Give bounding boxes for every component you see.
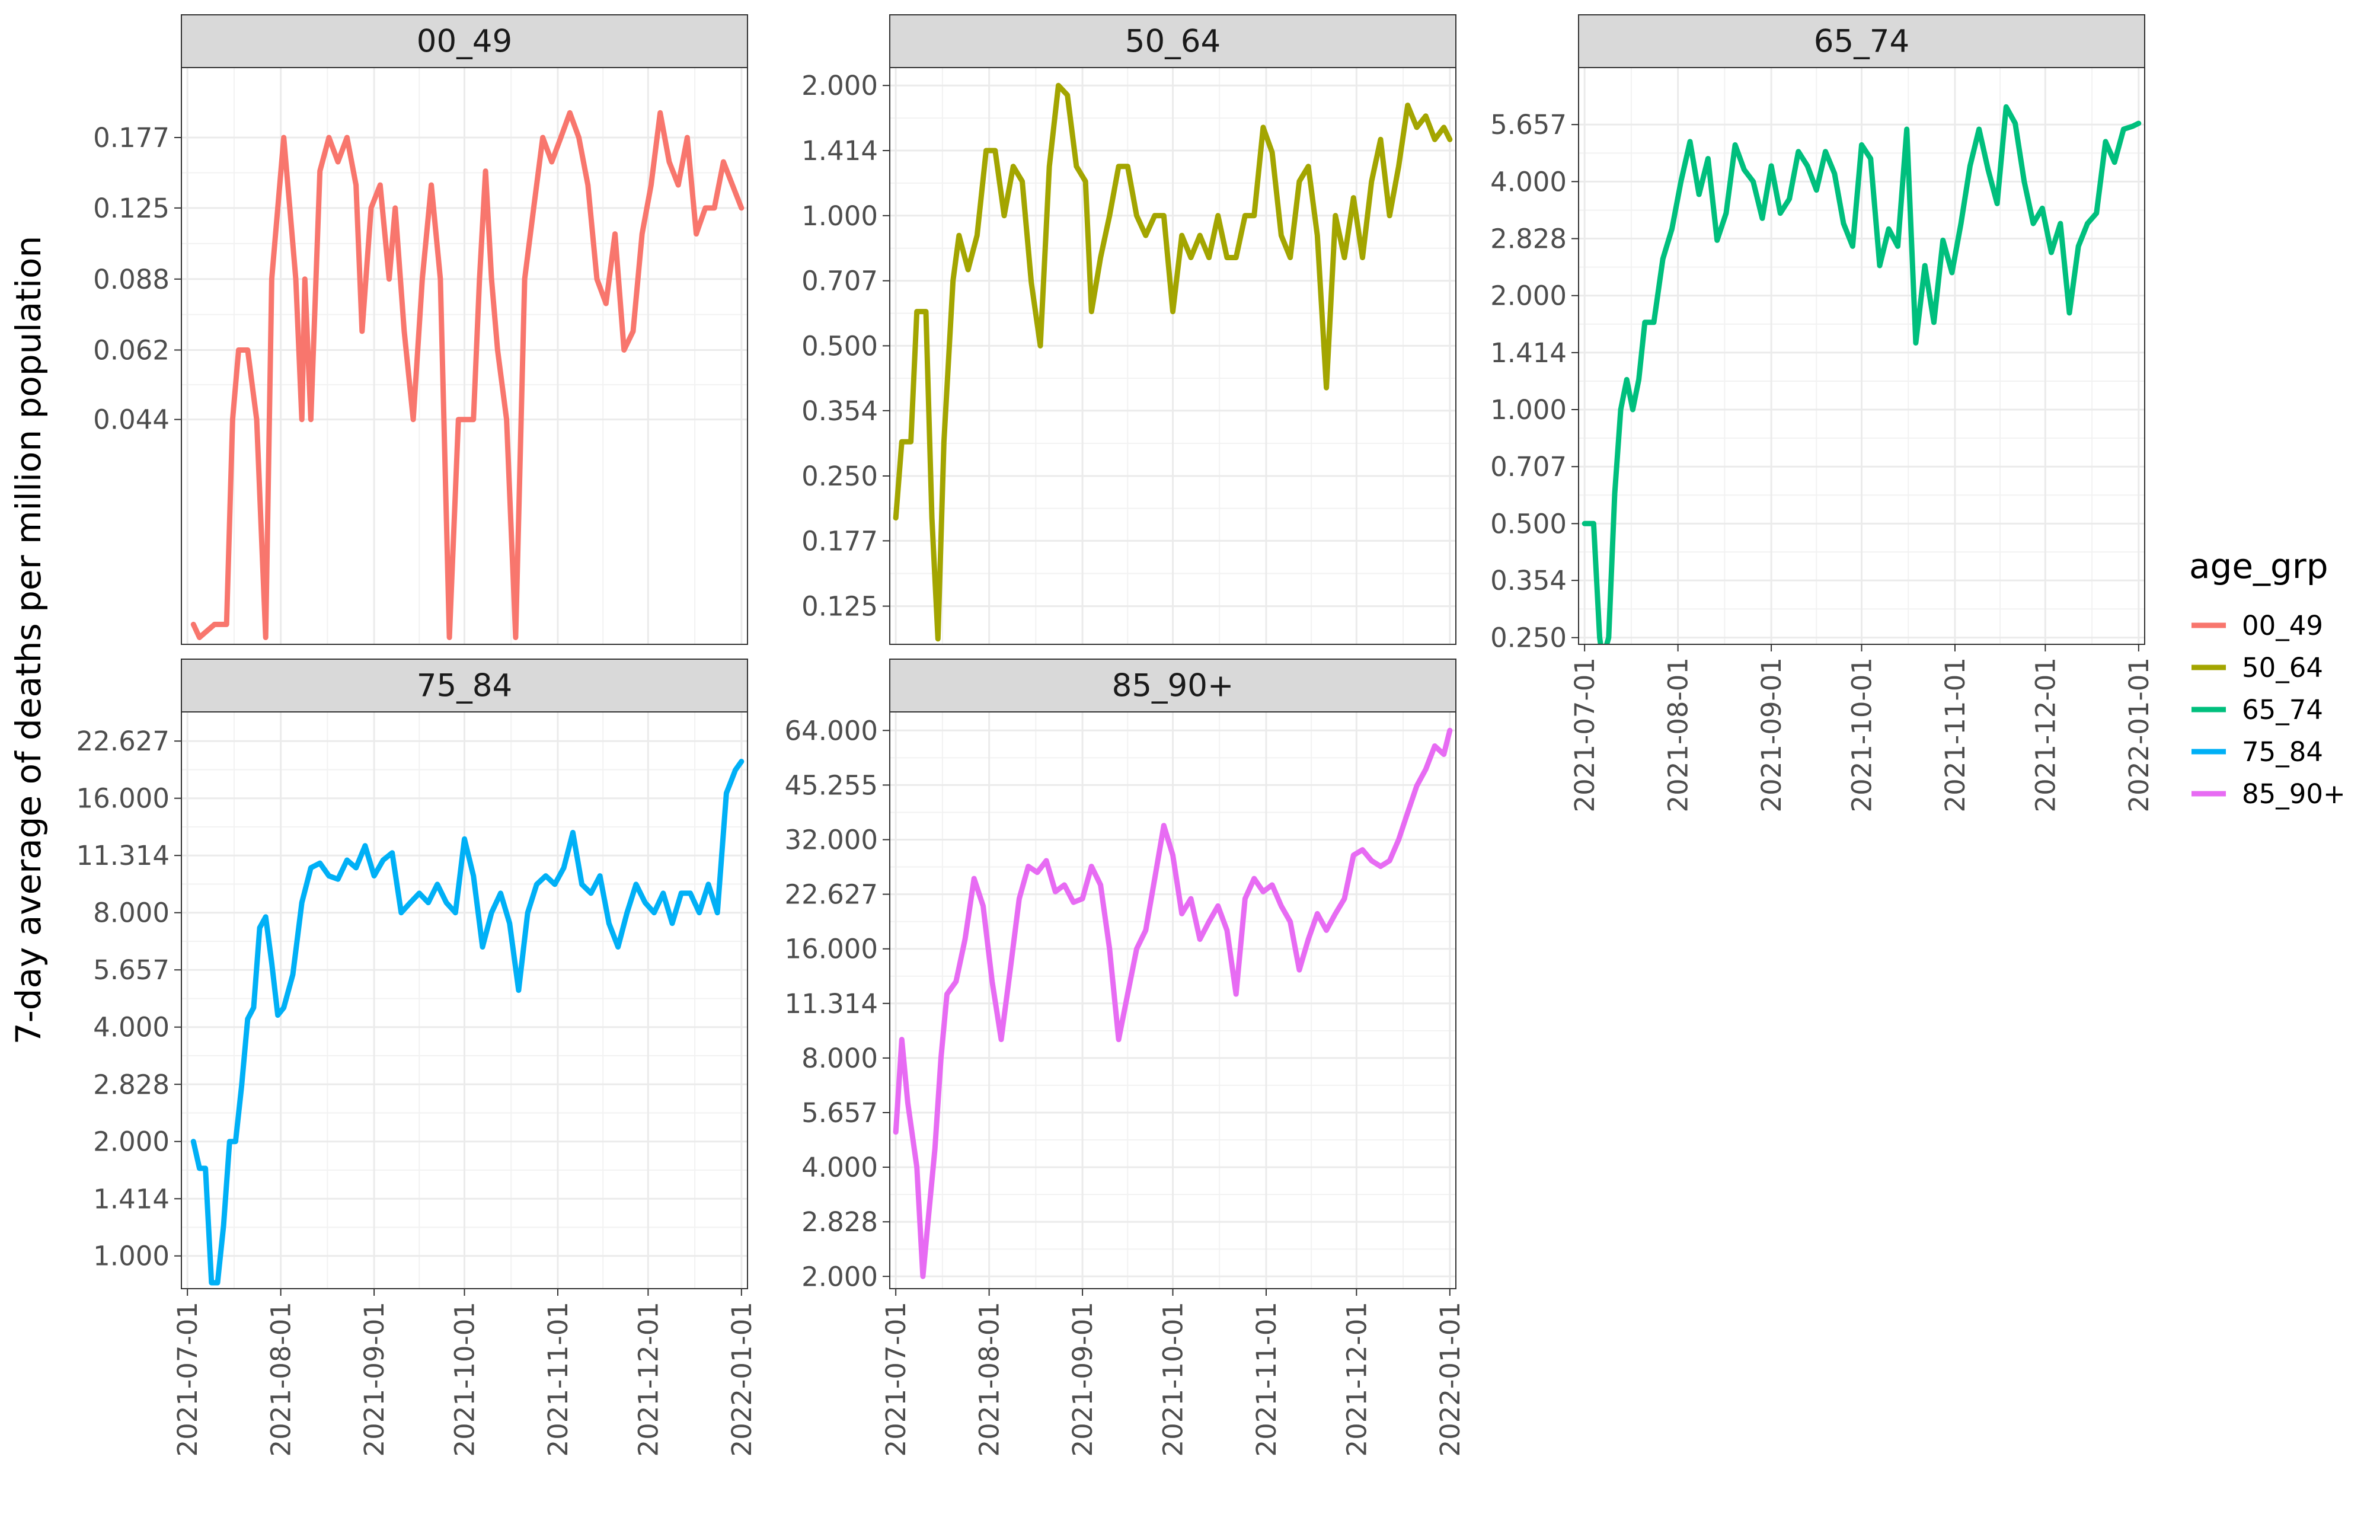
x-tick-label: 2021-12-01: [632, 1302, 664, 1457]
legend-label: 65_74: [2242, 694, 2323, 726]
y-tick-label: 0.500: [801, 330, 878, 362]
x-tick-label: 2021-08-01: [974, 1302, 1005, 1457]
y-tick-label: 0.707: [1490, 451, 1567, 483]
x-tick-label: 2021-11-01: [542, 1302, 574, 1457]
panel-75_84: 75_84 2021-07-01 2021-08-01 2021-09-01 2021-…: [76, 659, 758, 1457]
y-tick-label: 0.125: [801, 591, 878, 622]
panel-strip-label: 85_90+: [1112, 668, 1234, 704]
y-tick-label: 1.414: [93, 1183, 170, 1215]
legend-label: 00_49: [2242, 610, 2323, 641]
y-tick-label: 0.354: [1490, 565, 1567, 596]
y-tick-label: 0.354: [801, 395, 878, 427]
x-tick-label: 2022-01-01: [726, 1302, 758, 1457]
series-line-00_49: [190, 110, 745, 640]
legend-label: 85_90+: [2242, 778, 2346, 810]
y-tick-label: 2.000: [801, 70, 878, 101]
x-tick-label: 2021-07-01: [1569, 657, 1600, 813]
y-tick-label: 2.828: [801, 1206, 878, 1238]
y-tick-label: 2.000: [93, 1126, 170, 1158]
x-tick-label: 2021-10-01: [1847, 657, 1878, 813]
x-tick-label: 2021-07-01: [172, 1302, 203, 1457]
series-line-65_74: [1582, 104, 2142, 644]
y-tick-label: 8.000: [93, 897, 170, 929]
y-tick-label: 4.000: [93, 1012, 170, 1043]
y-tick-label: 64.000: [785, 715, 878, 746]
panel-border: [889, 67, 1456, 645]
panel-border: [889, 711, 1456, 1289]
x-tick-label: 2021-11-01: [1940, 657, 1971, 813]
y-tick-label: 1.000: [1490, 394, 1567, 426]
panel-00_49: 00_49 0.044 0.062 0.088 0.125 0.177: [93, 14, 748, 645]
y-tick-label: 16.000: [76, 783, 170, 814]
y-tick-label: 0.250: [1490, 622, 1567, 654]
y-tick-label: 16.000: [785, 934, 878, 965]
series-line-85_90+: [893, 727, 1453, 1279]
y-tick-label: 0.707: [801, 266, 878, 297]
panel-65_74: 65_74 2021-07-01 2021-08-01 2021-09-01 2021-…: [1490, 14, 2155, 813]
x-tick-label: 2021-09-01: [1756, 657, 1787, 813]
panel-strip: [889, 659, 1456, 713]
legend: age_grp 00_49 50_64 65_74 75_84 85_90+: [2189, 546, 2346, 810]
legend-title: age_grp: [2189, 546, 2328, 586]
x-tick-label: 2021-08-01: [266, 1302, 297, 1457]
y-tick-label: 1.000: [801, 200, 878, 232]
y-tick-label: 32.000: [785, 824, 878, 855]
panel-85_90+: 85_90+ 2021-07-01 2021-08-01 2021-09-01 2021…: [785, 659, 1466, 1457]
y-tick-label: 2.000: [801, 1261, 878, 1292]
y-tick-label: 22.627: [76, 726, 170, 757]
x-tick-label: 2021-09-01: [1067, 1302, 1098, 1457]
y-tick-label: 4.000: [1490, 166, 1567, 197]
y-tick-label: 0.177: [801, 525, 878, 557]
x-tick-label: 2021-08-01: [1663, 657, 1694, 813]
y-axis-title: 7-day average of deaths per million popu…: [8, 236, 49, 1044]
y-tick-label: 45.255: [785, 769, 878, 801]
panel-50_64: 50_64 0.125 0.177 0.250 0.354 0.500 0.707 1.000…: [801, 14, 1456, 645]
panel-border: [181, 67, 748, 645]
x-tick-label: 2021-11-01: [1251, 1302, 1282, 1457]
panel-border: [1578, 67, 2145, 645]
panel-strip-label: 75_84: [417, 668, 512, 704]
panel-strip: [889, 14, 1456, 68]
panel-strip-label: 65_74: [1814, 24, 1909, 60]
panel-strip: [181, 14, 748, 68]
x-tick-label: 2021-12-01: [1341, 1302, 1372, 1457]
y-tick-label: 0.044: [93, 404, 170, 436]
panel-strip-label: 00_49: [417, 24, 512, 60]
x-tick-label: 2021-09-01: [359, 1302, 390, 1457]
panel-border: [181, 711, 748, 1289]
y-tick-label: 0.250: [801, 461, 878, 492]
series-line-50_64: [893, 82, 1453, 642]
panel-strip-label: 50_64: [1125, 24, 1221, 60]
y-tick-label: 22.627: [785, 879, 878, 910]
y-tick-label: 5.657: [1490, 109, 1567, 140]
x-tick-label: 2022-01-01: [2123, 657, 2155, 813]
y-tick-label: 0.125: [93, 193, 170, 224]
y-tick-label: 5.657: [801, 1097, 878, 1129]
y-tick-label: 2.828: [93, 1069, 170, 1100]
y-tick-label: 0.500: [1490, 508, 1567, 539]
panel-strip: [1578, 14, 2145, 68]
series-line-75_84: [190, 759, 745, 1286]
y-tick-label: 0.088: [93, 264, 170, 295]
x-tick-label: 2021-10-01: [1158, 1302, 1189, 1457]
y-tick-label: 2.828: [1490, 223, 1567, 255]
legend-label: 50_64: [2242, 652, 2323, 683]
y-tick-label: 11.314: [785, 988, 878, 1020]
x-tick-label: 2021-12-01: [2030, 657, 2061, 813]
y-tick-label: 4.000: [801, 1152, 878, 1183]
y-tick-label: 11.314: [76, 840, 170, 871]
y-tick-label: 1.414: [1490, 337, 1567, 369]
x-tick-label: 2021-07-01: [880, 1302, 912, 1457]
y-tick-label: 1.000: [93, 1241, 170, 1272]
x-tick-label: 2021-10-01: [449, 1302, 481, 1457]
y-tick-label: 5.657: [93, 954, 170, 986]
y-tick-label: 1.414: [801, 135, 878, 167]
x-tick-label: 2022-01-01: [1435, 1302, 1466, 1457]
y-tick-label: 0.177: [93, 122, 170, 154]
y-tick-label: 8.000: [801, 1043, 878, 1074]
y-tick-label: 0.062: [93, 334, 170, 366]
y-tick-label: 2.000: [1490, 280, 1567, 312]
legend-label: 75_84: [2242, 736, 2323, 768]
